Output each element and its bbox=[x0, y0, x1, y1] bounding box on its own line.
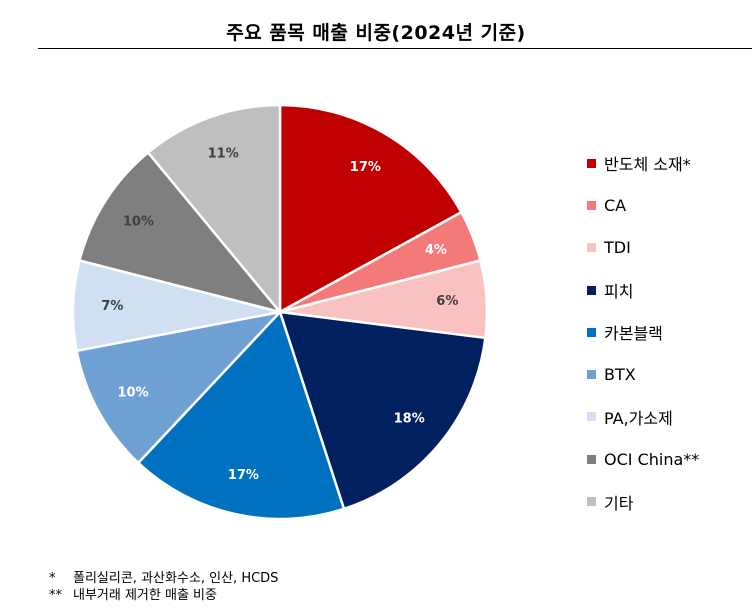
legend-swatch-9 bbox=[587, 497, 596, 507]
footnote-1-mark: * bbox=[49, 571, 56, 586]
pie-slice-label-2: 4% bbox=[425, 243, 447, 258]
pie-slice-label-7: 7% bbox=[101, 299, 123, 314]
legend-label-4: 피치 bbox=[604, 282, 634, 302]
legend-label-8: OCI China** bbox=[604, 449, 700, 469]
legend-item-4: 피치 bbox=[587, 269, 699, 311]
legend-swatch-8 bbox=[587, 454, 596, 464]
pie-slice-label-9: 11% bbox=[208, 147, 239, 162]
legend-swatch-4 bbox=[587, 285, 596, 295]
legend-label-7: PA,가소제 bbox=[604, 408, 673, 428]
pie-slice-label-6: 10% bbox=[118, 385, 149, 400]
legend-label-3: TDI bbox=[604, 238, 631, 258]
legend-swatch-7 bbox=[587, 412, 596, 422]
legend-label-5: 카본블랙 bbox=[604, 324, 663, 344]
legend-item-3: TDI bbox=[587, 227, 699, 269]
pie-slice-6 bbox=[75, 310, 282, 465]
footnote-2-mark: ** bbox=[49, 588, 62, 603]
footnotes: * 폴리실리콘, 과산화수소, 인산, HCDS ** 내부거래 제거한 매출 비중 bbox=[49, 570, 278, 604]
pie-slice-8 bbox=[78, 151, 282, 314]
legend-item-6: BTX bbox=[587, 353, 699, 395]
pie-slice-1 bbox=[278, 103, 463, 314]
pie-slice-labels: 17% 4% 6% 18% 17% 10% 7% 10% 11% bbox=[101, 147, 458, 483]
pie-slice-label-4: 18% bbox=[394, 411, 425, 426]
legend-swatch-6 bbox=[587, 370, 596, 380]
legend-item-2: CA bbox=[587, 184, 699, 226]
pie-slice-5 bbox=[137, 310, 346, 521]
footnote-1: * 폴리실리콘, 과산화수소, 인산, HCDS bbox=[49, 570, 278, 587]
pie-slice-4 bbox=[278, 310, 487, 511]
pie-slice-label-5: 17% bbox=[228, 468, 259, 483]
legend-swatch-2 bbox=[587, 200, 596, 210]
pie-slice-label-8: 10% bbox=[123, 215, 154, 230]
legend-item-7: PA,가소제 bbox=[587, 396, 699, 438]
legend-item-1: 반도체 소재* bbox=[587, 142, 699, 184]
pie-slice-label-3: 6% bbox=[436, 294, 458, 309]
legend-swatch-3 bbox=[587, 243, 596, 253]
title-divider bbox=[38, 48, 752, 49]
pie-chart: 17% 4% 6% 18% 17% 10% 7% 10% 11% bbox=[71, 103, 489, 521]
legend-item-8: OCI China** bbox=[587, 438, 699, 480]
legend-swatch-1 bbox=[587, 158, 596, 168]
footnote-2-text: 내부거래 제거한 매출 비중 bbox=[73, 588, 217, 603]
legend-item-9: 기타 bbox=[587, 480, 699, 522]
legend-label-6: BTX bbox=[604, 365, 636, 385]
footnote-1-text: 폴리실리콘, 과산화수소, 인산, HCDS bbox=[73, 571, 279, 586]
pie-slice-9 bbox=[146, 103, 282, 314]
legend-item-5: 카본블랙 bbox=[587, 311, 699, 353]
chart-title: 주요 품목 매출 비중(2024년 기준) bbox=[226, 22, 526, 44]
pie-slices bbox=[71, 103, 489, 521]
footnote-2: ** 내부거래 제거한 매출 비중 bbox=[49, 587, 278, 604]
pie-slice-label-1: 17% bbox=[350, 160, 381, 175]
legend-label-1: 반도체 소재* bbox=[604, 155, 691, 175]
legend-label-2: CA bbox=[604, 195, 627, 215]
legend-swatch-5 bbox=[587, 327, 596, 337]
legend-label-9: 기타 bbox=[604, 493, 634, 513]
